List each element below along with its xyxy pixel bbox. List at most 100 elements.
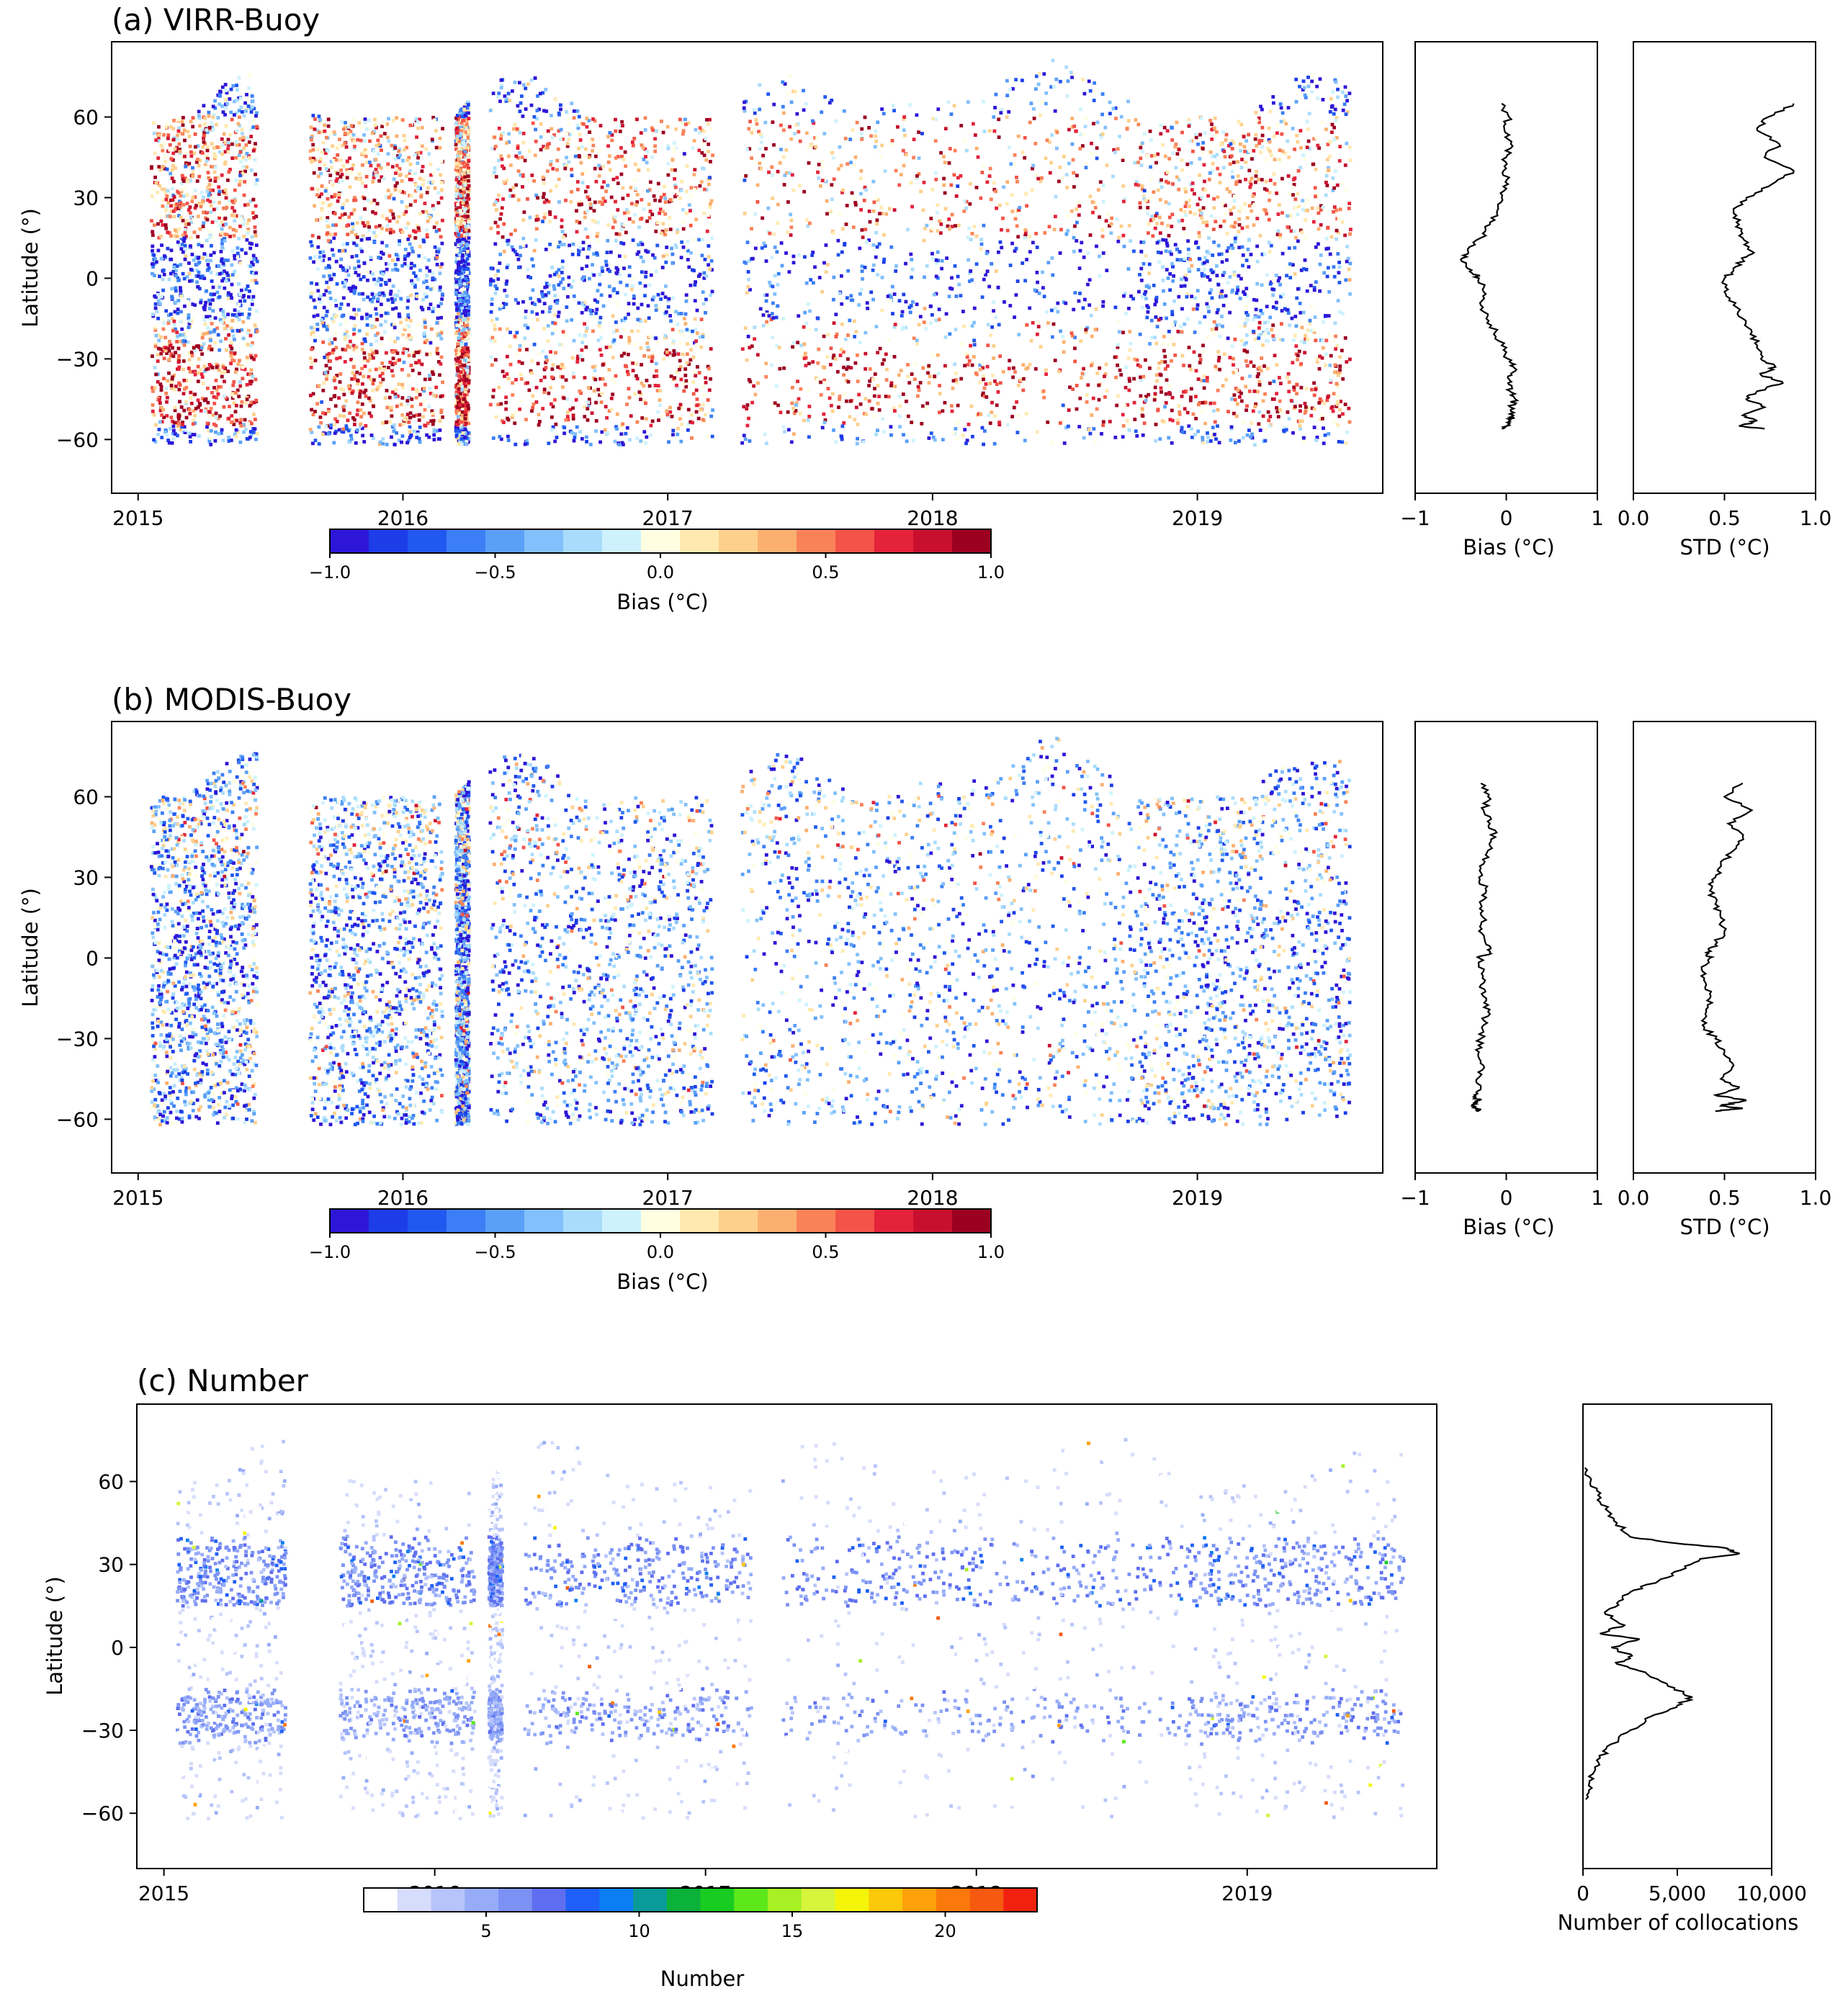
panel-a-point — [179, 247, 184, 251]
panel-a-point — [519, 101, 523, 105]
panel-a-point — [858, 402, 863, 406]
panel-a-point — [202, 130, 206, 135]
panel-a-point — [855, 120, 859, 125]
panel-a-point — [770, 256, 774, 259]
panel-a-point — [251, 295, 256, 299]
panel-a-point — [531, 394, 535, 398]
panel-a-point — [213, 99, 217, 103]
panel-a-point — [1090, 364, 1093, 367]
panel-a-point — [1296, 212, 1300, 217]
panel-a-point — [193, 392, 197, 397]
panel-a-point — [324, 266, 328, 270]
panel-a-point — [454, 357, 458, 361]
panel-a-point — [390, 369, 394, 373]
panel-a-point — [705, 229, 709, 233]
panel-a-point — [809, 278, 813, 282]
panel-a-point — [803, 351, 807, 356]
panel-a-point — [239, 215, 243, 219]
panel-a-point — [171, 437, 176, 441]
panel-a-point — [339, 387, 343, 391]
panel-a-point — [504, 395, 508, 400]
panel-a-point — [216, 416, 220, 421]
panel-a-point — [190, 350, 194, 354]
panel-a-point — [499, 133, 503, 137]
panel-a-point — [880, 143, 884, 148]
panel-a-point — [366, 359, 370, 363]
panel-a-point — [379, 134, 383, 138]
panel-a-point — [758, 307, 763, 311]
panel-a-point — [599, 400, 604, 404]
panel-a-point — [385, 262, 388, 266]
panel-a-point — [852, 319, 856, 323]
panel-a-point — [1334, 347, 1337, 351]
panel-a-point — [759, 140, 763, 145]
panel-a-point — [982, 130, 987, 133]
panel-a-point — [1199, 116, 1203, 120]
panel-a-point — [1244, 408, 1248, 413]
panel-a-point — [678, 417, 682, 421]
panel-a-point — [1127, 388, 1131, 392]
panel-a-point — [682, 317, 686, 320]
panel-a-point — [1054, 77, 1059, 81]
panel-a-point — [438, 288, 442, 292]
panel-a-point — [1213, 420, 1217, 424]
panel-a-point — [992, 129, 997, 133]
panel-a-point — [381, 214, 385, 218]
panel-a-point — [1221, 384, 1225, 388]
panel-a-point — [336, 153, 340, 157]
panel-a-point — [233, 351, 237, 355]
panel-a-point — [333, 417, 338, 421]
panel-a-point — [426, 421, 430, 426]
panel-a-point — [530, 310, 534, 314]
panel-a-point — [868, 220, 872, 224]
panel-a-point — [753, 246, 758, 251]
panel-a-point — [1230, 139, 1234, 143]
panel-a-point — [1185, 317, 1190, 321]
panel-a-point — [339, 257, 344, 261]
panel-a-point — [1155, 222, 1159, 225]
panel-a-point — [187, 222, 191, 226]
panel-a-point — [1115, 217, 1118, 221]
panel-a-point — [941, 409, 945, 413]
panel-a-point — [374, 339, 379, 343]
panel-a-point — [1061, 419, 1065, 423]
panel-a-point — [758, 147, 762, 150]
panel-a-point — [241, 320, 246, 324]
panel-a-point — [161, 408, 165, 412]
panel-a-point — [204, 407, 208, 411]
panel-a-point — [188, 205, 192, 210]
panel-a-point — [465, 336, 469, 340]
panel-a-point — [926, 371, 930, 375]
panel-a-point — [356, 382, 360, 386]
panel-a-point — [1168, 250, 1172, 254]
panel-a-point — [178, 148, 181, 151]
panel-a-point — [383, 330, 387, 334]
panel-a-point — [889, 142, 893, 146]
panel-a-point — [455, 411, 459, 415]
panel-a-point — [1334, 334, 1337, 338]
panel-a-point — [369, 324, 374, 328]
panel-a-point — [234, 214, 238, 218]
panel-a-point — [955, 380, 959, 385]
panel-a-point — [1183, 257, 1186, 261]
panel-a-point — [697, 371, 701, 375]
panel-a-point — [1116, 343, 1120, 347]
panel-a-point — [188, 211, 192, 215]
panel-a-point — [1065, 94, 1069, 98]
panel-a-point — [159, 385, 163, 389]
panel-a-point — [461, 143, 465, 146]
panel-a-point — [215, 290, 220, 295]
panel-a-point — [415, 292, 418, 297]
panel-a-point — [1088, 233, 1093, 237]
panel-a-point — [254, 437, 258, 441]
panel-a-point — [1345, 431, 1349, 434]
panel-a-point — [747, 277, 750, 282]
panel-a-point — [786, 91, 790, 96]
panel-a-point — [1248, 185, 1252, 189]
panel-a-point — [745, 291, 749, 295]
panel-a-point — [650, 356, 655, 359]
panel-a-point — [846, 269, 850, 273]
panel-a-point — [166, 346, 171, 350]
panel-a-point — [1327, 432, 1331, 436]
panel-a-point — [1306, 328, 1310, 332]
